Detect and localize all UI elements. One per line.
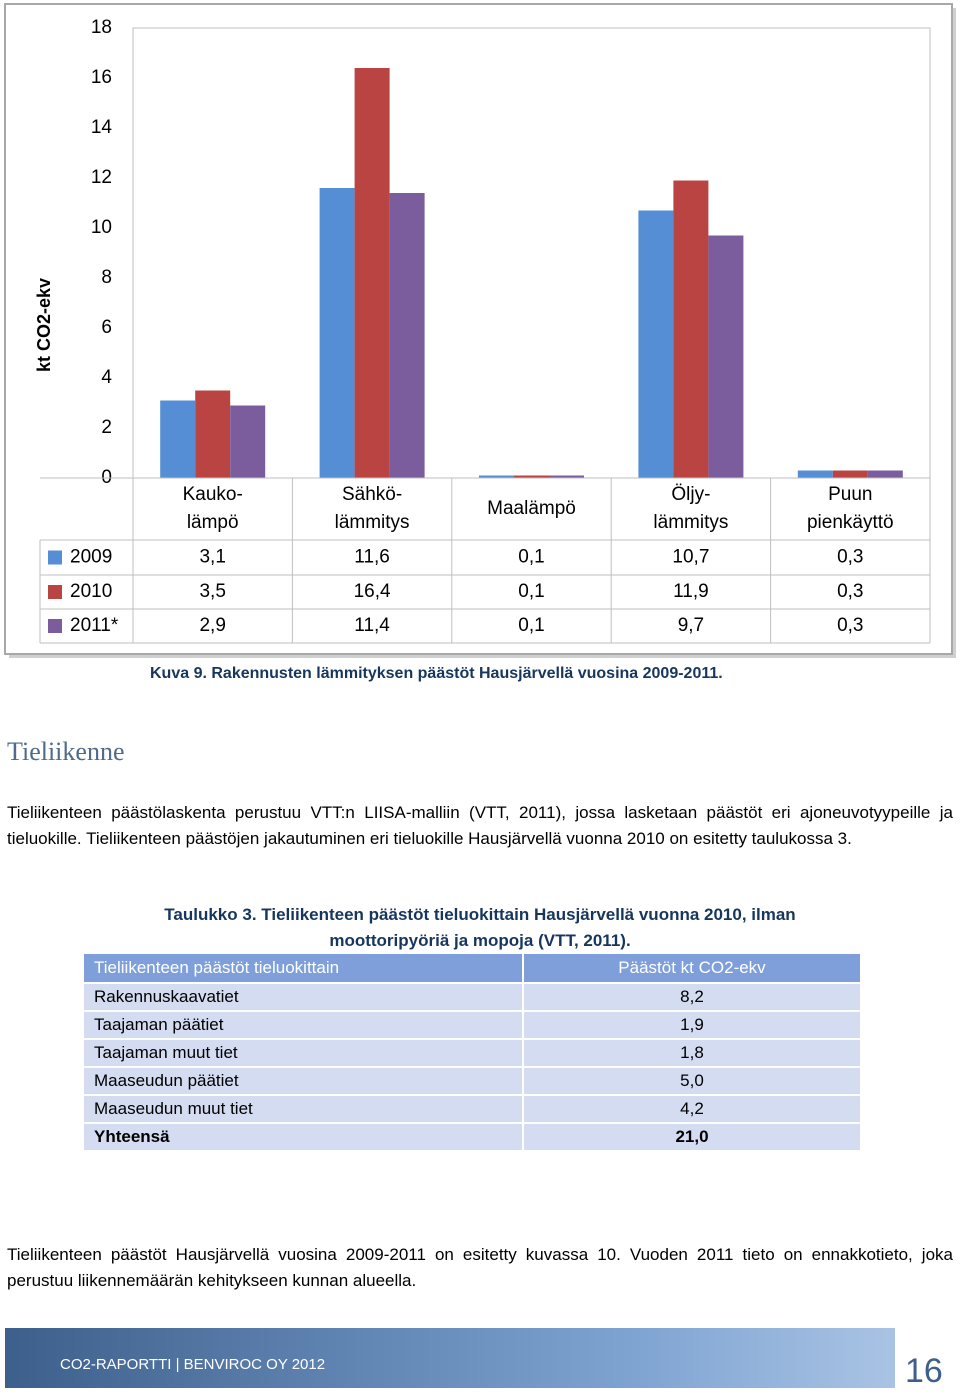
table-cell: 5,0: [524, 1068, 860, 1094]
footer-text: CO2-RAPORTTI | BENVIROC OY 2012: [60, 1356, 326, 1373]
table-cell: 4,2: [524, 1096, 860, 1122]
table-cell: 1,9: [524, 1012, 860, 1038]
data-label: 3,5: [199, 581, 225, 602]
data-label: 2,9: [199, 615, 225, 636]
legend-swatch: [48, 619, 62, 633]
y-tick-label: 6: [101, 317, 112, 338]
bar: [479, 475, 514, 478]
data-label: 11,4: [354, 615, 390, 636]
table-cell: 1,8: [524, 1040, 860, 1066]
table-row: Yhteensä 21,0: [84, 1124, 860, 1150]
table-cell: Taajaman päätiet: [84, 1012, 522, 1038]
table-caption: Taulukko 3. Tieliikenteen päästöt tieluo…: [164, 905, 796, 950]
data-label: 3,1: [199, 547, 225, 568]
chart-frame: [4, 3, 953, 655]
figure-caption: Kuva 9. Rakennusten lämmityksen päästöt …: [150, 665, 723, 682]
table-cell: Taajaman muut tiet: [84, 1040, 522, 1066]
data-label: 9,7: [678, 615, 704, 636]
table-cell: 21,0: [524, 1124, 860, 1150]
bar: [673, 180, 709, 478]
x-tick-label: Sähkö-lämmitys: [335, 484, 410, 533]
bar: [549, 475, 584, 478]
y-axis-label: kt CO2-ekv: [34, 278, 54, 372]
legend-swatch: [48, 585, 62, 599]
x-tick-label: Puun pienkäyttö: [807, 484, 894, 533]
bar: [514, 475, 549, 478]
y-tick-label: 2: [101, 417, 112, 438]
legend-label: 2010: [70, 581, 112, 602]
chart: kt CO2-ekv 024681012141618Kauko-lämpöSäh…: [4, 3, 956, 658]
bar: [867, 470, 903, 478]
x-tick-label: Kauko-lämpö: [183, 484, 243, 533]
table-row: Taajaman muut tiet 1,8: [84, 1040, 860, 1066]
bar: [230, 405, 266, 478]
x-tick-label: Maalämpö: [487, 498, 576, 519]
heading: Tieliikenne: [7, 737, 125, 766]
table-cell: Rakennuskaavatiet: [84, 984, 522, 1010]
emission-table: Tieliikenteen päästöt tieluokittain Pääst…: [82, 952, 862, 1152]
bar: [354, 68, 390, 478]
bar: [389, 193, 425, 478]
y-tick-label: 4: [101, 367, 112, 388]
y-tick-label: 16: [91, 67, 112, 88]
paragraph: Tieliikenteen päästölaskenta perustuu VT…: [7, 803, 953, 848]
bar: [832, 470, 868, 478]
data-label: 0,3: [837, 581, 863, 602]
bar: [160, 400, 196, 478]
bar: [797, 470, 833, 478]
legend-label: 2011*: [70, 615, 119, 636]
bar: [319, 188, 355, 478]
header-cell: Päästöt kt CO2-ekv: [524, 954, 860, 982]
data-label: 11,6: [354, 547, 390, 568]
bar: [708, 235, 744, 478]
data-label: 0,1: [518, 581, 544, 602]
table-cell: Maaseudun muut tiet: [84, 1096, 522, 1122]
y-tick-label: 18: [91, 17, 112, 38]
data-label: 16,4: [354, 581, 391, 602]
table-cell: Maaseudun päätiet: [84, 1068, 522, 1094]
y-tick-label: 10: [91, 217, 112, 238]
table-row: Maaseudun muut tiet 4,2: [84, 1096, 860, 1122]
table-cell: 8,2: [524, 984, 860, 1010]
data-label: 0,3: [837, 615, 863, 636]
table-row: Taajaman päätiet 1,9: [84, 1012, 860, 1038]
y-tick-label: 12: [91, 167, 112, 188]
table-row: Rakennuskaavatiet 8,2: [84, 984, 860, 1010]
data-label: 0,1: [518, 615, 544, 636]
y-tick-label: 14: [91, 117, 113, 138]
page-number: 16: [905, 1352, 943, 1390]
x-tick-label: Öljy-lämmitys: [653, 484, 728, 533]
paragraph: Tieliikenteen päästöt Hausjärvellä vuosi…: [7, 1245, 953, 1290]
legend-label: 2009: [70, 547, 112, 568]
data-label: 0,1: [518, 547, 544, 568]
header-cell: Tieliikenteen päästöt tieluokittain: [84, 954, 522, 982]
table-cell: Yhteensä: [84, 1124, 522, 1150]
bar: [638, 210, 674, 478]
legend-swatch: [48, 550, 62, 565]
y-tick-label: 8: [101, 267, 112, 288]
data-label: 10,7: [672, 547, 709, 568]
table-header-row: Tieliikenteen päästöt tieluokittain Pääst…: [84, 954, 860, 982]
data-label: 11,9: [673, 581, 709, 602]
footer-bar: [5, 1328, 895, 1388]
table-row: Maaseudun päätiet 5,0: [84, 1068, 860, 1094]
data-label: 0,3: [837, 547, 863, 568]
bar: [195, 390, 231, 478]
